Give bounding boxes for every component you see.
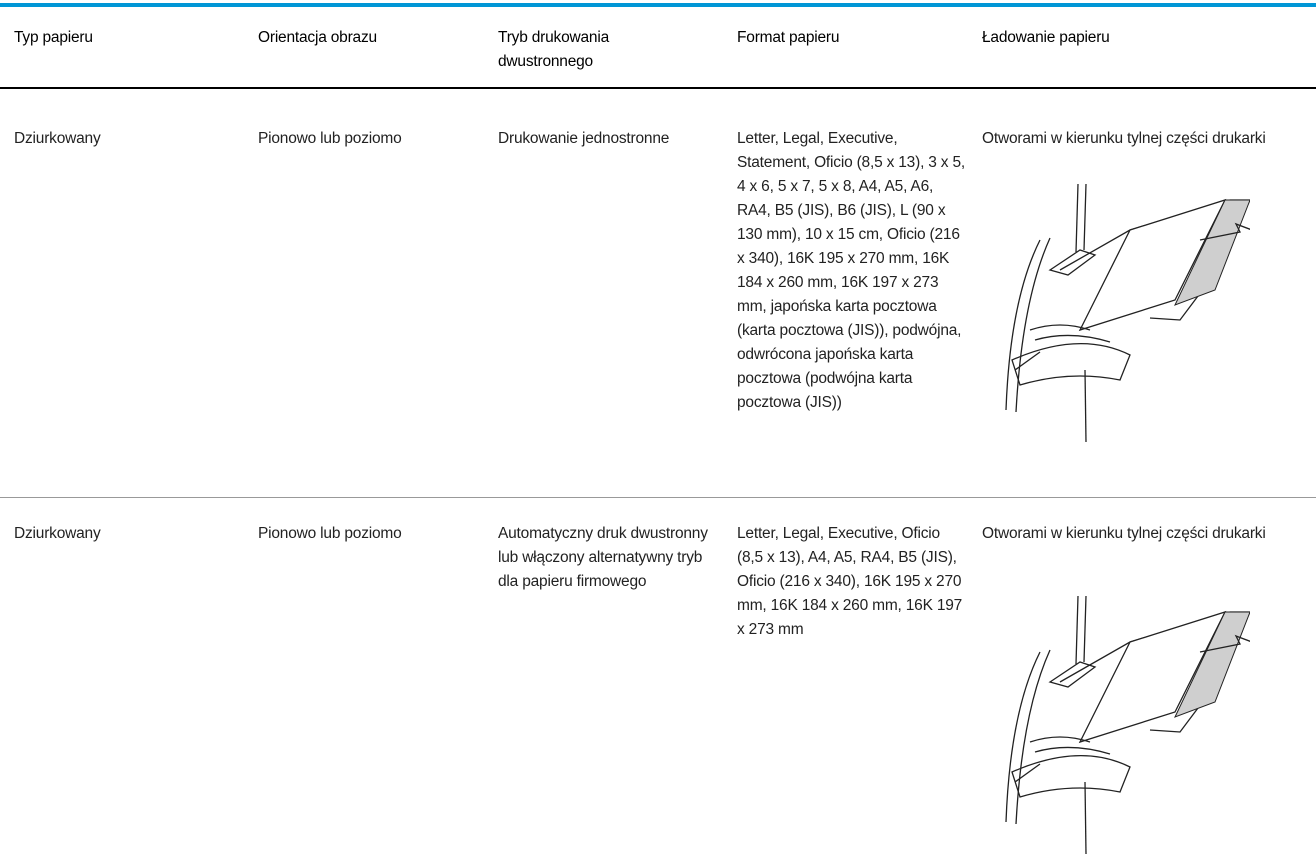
cell: Dziurkowany	[14, 130, 101, 147]
header-cell: Format papieru	[737, 29, 840, 46]
header-cell: Orientacja obrazu	[258, 29, 377, 46]
cell: Dziurkowany	[14, 525, 101, 542]
header-cell: Tryb drukowania dwustronnego	[498, 29, 610, 70]
cell: Otworami w kierunku tylnej części drukar…	[982, 525, 1266, 542]
header-rule	[0, 87, 1316, 89]
cell: Letter, Legal, Executive, Statement, Ofi…	[737, 130, 965, 411]
cell: Pionowo lub poziomo	[258, 525, 402, 542]
tray-illustration	[1005, 595, 1250, 854]
tray-illustration	[1005, 183, 1250, 442]
cell: Pionowo lub poziomo	[258, 130, 402, 147]
row-rule	[0, 497, 1316, 498]
header-cell: Typ papieru	[14, 29, 93, 46]
cell: Automatyczny druk dwustronny lub włączon…	[498, 525, 708, 590]
cell: Drukowanie jednostronne	[498, 130, 670, 147]
top-rule	[0, 3, 1316, 7]
header-cell: Ładowanie papieru	[982, 29, 1110, 46]
cell: Otworami w kierunku tylnej części drukar…	[982, 130, 1266, 147]
cell: Letter, Legal, Executive, Oficio (8,5 x …	[737, 525, 963, 638]
